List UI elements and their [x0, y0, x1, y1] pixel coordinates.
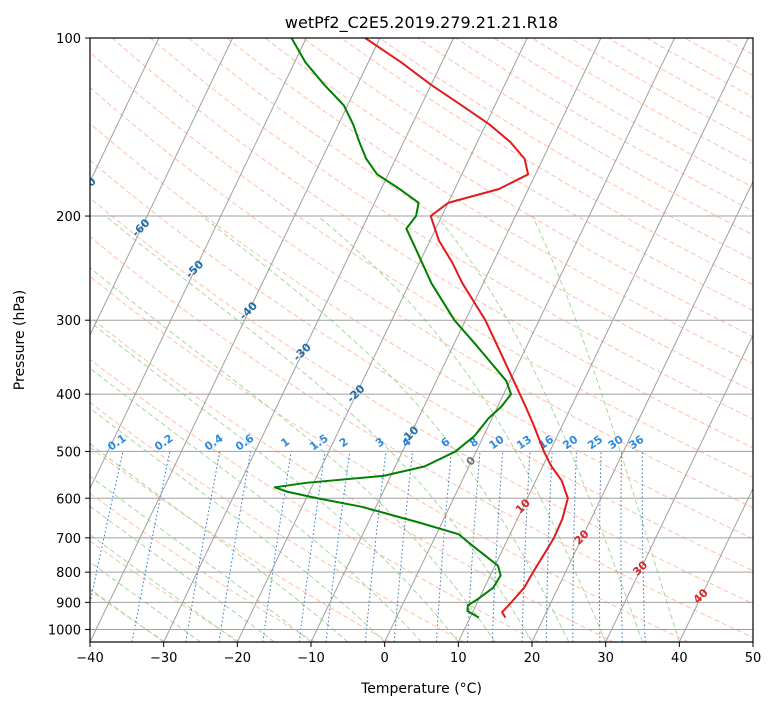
moist-adiabat-line: [90, 367, 422, 642]
axes: −40 −30 −20 −10 0 10 20 30 40 50 100 200 300 400 500 60…: [48, 32, 761, 666]
dry-adiabat-line: [90, 401, 465, 642]
y-tick-label: 200: [56, 210, 81, 225]
isotherm-line: [163, 38, 455, 642]
isotherm-line: [90, 38, 307, 490]
dry-adiabat-line: [90, 236, 753, 638]
isotherm-line: [310, 38, 602, 642]
isotherm-line: [236, 38, 528, 642]
x-tick-label: −20: [224, 651, 251, 666]
chart-title: wetPf2_C2E5.2019.279.21.21.R18: [285, 13, 558, 33]
y-tick-label: 500: [56, 445, 81, 460]
isotherm-line: [90, 38, 381, 642]
moist-adiabat-line: [90, 321, 459, 642]
y-tick-label: 600: [56, 492, 81, 507]
x-tick-label: 20: [524, 651, 541, 666]
dry-adiabat-line: [90, 122, 753, 540]
y-tick-label: 300: [56, 314, 81, 329]
dry-adiabat-line: [90, 316, 614, 642]
y-tick-label: 1000: [48, 623, 81, 638]
pressure-grid: [90, 38, 753, 642]
x-tick-label: 0: [381, 651, 389, 666]
dry-adiabat-line: [90, 159, 753, 572]
isotherm-line: [90, 38, 234, 337]
y-tick-label: 400: [56, 388, 81, 403]
isotherm-line: [384, 38, 676, 642]
isotherm-line: [531, 180, 753, 642]
dry-adiabat-line: [150, 38, 753, 420]
y-tick-label: 100: [56, 32, 81, 47]
moist-adiabat-line: [90, 475, 312, 642]
dry-adiabat-line: [90, 51, 753, 478]
dry-adiabat-line: [188, 38, 753, 392]
mixing-ratio-line: [218, 451, 252, 642]
x-tick-label: −40: [76, 651, 103, 666]
dry-adiabat-line: [340, 38, 753, 286]
y-tick-label: 900: [56, 596, 81, 611]
dry-adiabat-line: [455, 38, 753, 212]
moist-adiabat-line: [90, 407, 386, 642]
temperature-line: [364, 38, 569, 619]
dry-adiabat-line: [264, 38, 753, 338]
mixing-ratio-line: [298, 451, 326, 642]
dewpoint-line: [273, 38, 513, 619]
dry-adiabat-line: [90, 492, 315, 642]
y-tick-label: 700: [56, 532, 81, 547]
y-tick-label: 800: [56, 566, 81, 581]
moist-adiabat-line: [90, 505, 275, 642]
x-axis-label: Temperature (°C): [360, 681, 482, 697]
dry-adiabat-line: [112, 38, 753, 449]
isotherm-line: [678, 487, 753, 642]
data-series: [273, 38, 569, 619]
isotherm-label: -70: [76, 175, 99, 198]
isotherm-line: [90, 38, 160, 183]
mixing-ratio-line: [325, 451, 351, 642]
mixing-ratio-line: [262, 451, 292, 642]
mixing-ratio-line: [364, 451, 387, 642]
x-tick-label: 10: [450, 651, 467, 666]
isotherm-line: [605, 333, 753, 642]
dry-adiabat-line: [90, 197, 753, 605]
plot-frame: [89, 37, 754, 643]
dry-adiabat-line: [569, 38, 753, 142]
moist-adiabat-line: [317, 215, 607, 642]
x-tick-label: 50: [745, 651, 762, 666]
dry-adiabat-line: [226, 38, 753, 365]
x-tick-label: −30: [150, 651, 177, 666]
x-tick-label: 40: [671, 651, 688, 666]
isotherm-line: [457, 38, 749, 642]
moist-adiabat-line: [532, 215, 680, 642]
dry-adiabat-line: [90, 86, 753, 509]
y-axis-label: Pressure (hPa): [12, 290, 28, 390]
x-tick-label: 30: [597, 651, 614, 666]
dry-adiabat-line: [90, 446, 390, 642]
x-tick-label: −10: [297, 651, 324, 666]
moist-adiabat-line: [90, 267, 496, 642]
dry-adiabat-line: [493, 38, 753, 188]
